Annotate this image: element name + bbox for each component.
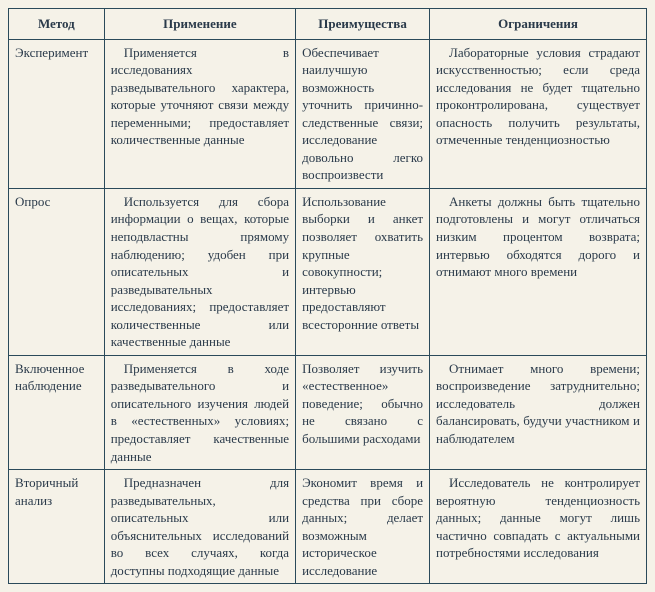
cell-advantages: Позволяет изучить «естественное» поведен… [296, 355, 430, 469]
cell-advantages: Обеспечивает наилучшую возможность уточн… [296, 39, 430, 188]
col-header-advantages: Преимущества [296, 9, 430, 40]
table-row: Опрос Используется для сбора информации … [9, 188, 647, 355]
cell-method: Включенное наблюдение [9, 355, 105, 469]
research-methods-table: Метод Применение Преимущества Ограничени… [8, 8, 647, 584]
cell-method: Эксперимент [9, 39, 105, 188]
table-row: Включенное наблюдение Применяется в ходе… [9, 355, 647, 469]
table-header-row: Метод Применение Преимущества Ограничени… [9, 9, 647, 40]
col-header-limitations: Ограничения [430, 9, 647, 40]
col-header-application: Применение [104, 9, 295, 40]
cell-application: Применяется в исследованиях разведывател… [104, 39, 295, 188]
cell-limitations: Анкеты должны быть тщательно подготовлен… [430, 188, 647, 355]
cell-method: Опрос [9, 188, 105, 355]
cell-application: Используется для сбора информации о веща… [104, 188, 295, 355]
table-row: Эксперимент Применяется в исследованиях … [9, 39, 647, 188]
col-header-method: Метод [9, 9, 105, 40]
cell-limitations: Отнимает много времени; воспроизведение … [430, 355, 647, 469]
cell-advantages: Использование выборки и анкет позволяет … [296, 188, 430, 355]
cell-application: Применяется в ходе разведывательного и о… [104, 355, 295, 469]
cell-limitations: Лабораторные условия страдают искусствен… [430, 39, 647, 188]
